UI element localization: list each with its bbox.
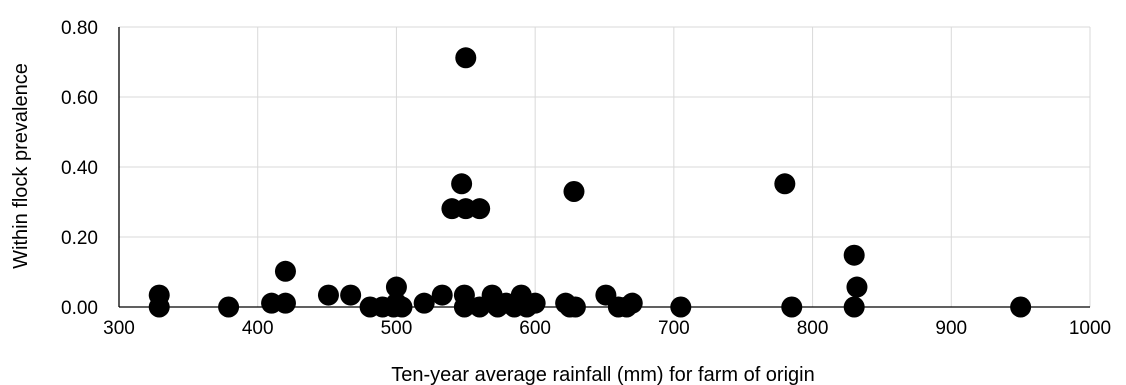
data-point xyxy=(218,297,239,318)
data-point xyxy=(846,277,867,298)
y-axis-title: Within flock prevalence xyxy=(10,63,32,269)
data-point xyxy=(844,297,865,318)
data-point xyxy=(451,173,472,194)
y-tick-label: 0.20 xyxy=(61,228,98,249)
data-point xyxy=(432,285,453,306)
data-point xyxy=(844,245,865,266)
y-tick-label: 0.60 xyxy=(61,88,98,109)
x-tick-label: 900 xyxy=(935,318,967,339)
x-tick-label: 700 xyxy=(658,318,690,339)
x-tick-label: 600 xyxy=(519,318,551,339)
data-point xyxy=(1010,297,1031,318)
data-point xyxy=(565,297,586,318)
x-axis-title: Ten-year average rainfall (mm) for farm … xyxy=(391,364,814,385)
data-point xyxy=(670,297,691,318)
data-point xyxy=(774,173,795,194)
data-point xyxy=(340,285,361,306)
y-tick-label: 0.00 xyxy=(61,298,98,319)
y-tick-labels: 0.00 0.20 0.40 0.60 0.80 xyxy=(61,18,98,319)
data-point xyxy=(563,181,584,202)
data-point xyxy=(149,297,170,318)
data-point xyxy=(622,293,643,314)
data-point xyxy=(391,297,412,318)
x-tick-label: 1000 xyxy=(1069,318,1111,339)
x-tick-label: 300 xyxy=(103,318,135,339)
data-point xyxy=(781,297,802,318)
y-tick-label: 0.80 xyxy=(61,18,98,39)
data-point xyxy=(414,293,435,314)
x-tick-label: 400 xyxy=(242,318,274,339)
data-point xyxy=(275,261,296,282)
data-point xyxy=(318,285,339,306)
data-point xyxy=(525,293,546,314)
x-tick-label: 800 xyxy=(797,318,829,339)
data-points xyxy=(149,47,1031,317)
data-point xyxy=(469,198,490,219)
gridlines xyxy=(119,27,1090,307)
data-point xyxy=(275,293,296,314)
y-tick-label: 0.40 xyxy=(61,158,98,179)
x-tick-label: 500 xyxy=(381,318,413,339)
x-tick-labels: 300 400 500 600 700 800 900 1000 xyxy=(103,318,1111,339)
data-point xyxy=(455,47,476,68)
